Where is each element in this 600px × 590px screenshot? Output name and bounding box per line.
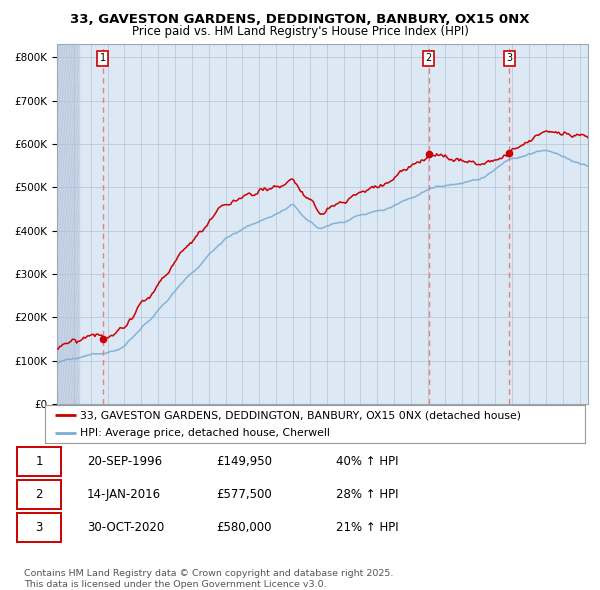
Text: 40% ↑ HPI: 40% ↑ HPI [336, 454, 398, 468]
Text: 3: 3 [35, 520, 43, 534]
Text: 2: 2 [35, 487, 43, 501]
FancyBboxPatch shape [17, 480, 61, 509]
Text: 21% ↑ HPI: 21% ↑ HPI [336, 520, 398, 534]
Text: £149,950: £149,950 [216, 454, 272, 468]
Text: HPI: Average price, detached house, Cherwell: HPI: Average price, detached house, Cher… [80, 428, 330, 438]
FancyBboxPatch shape [17, 447, 61, 476]
Text: 1: 1 [35, 454, 43, 468]
Text: Price paid vs. HM Land Registry's House Price Index (HPI): Price paid vs. HM Land Registry's House … [131, 25, 469, 38]
Text: 33, GAVESTON GARDENS, DEDDINGTON, BANBURY, OX15 0NX: 33, GAVESTON GARDENS, DEDDINGTON, BANBUR… [70, 13, 530, 26]
Text: 2: 2 [425, 53, 431, 63]
Text: 3: 3 [506, 53, 512, 63]
Text: £577,500: £577,500 [216, 487, 272, 501]
Text: £580,000: £580,000 [216, 520, 271, 534]
Text: 28% ↑ HPI: 28% ↑ HPI [336, 487, 398, 501]
Text: 20-SEP-1996: 20-SEP-1996 [87, 454, 162, 468]
Polygon shape [57, 44, 79, 404]
Text: 33, GAVESTON GARDENS, DEDDINGTON, BANBURY, OX15 0NX (detached house): 33, GAVESTON GARDENS, DEDDINGTON, BANBUR… [80, 411, 521, 420]
Text: Contains HM Land Registry data © Crown copyright and database right 2025.
This d: Contains HM Land Registry data © Crown c… [24, 569, 394, 589]
Text: 30-OCT-2020: 30-OCT-2020 [87, 520, 164, 534]
Text: 14-JAN-2016: 14-JAN-2016 [87, 487, 161, 501]
FancyBboxPatch shape [17, 513, 61, 542]
Text: 1: 1 [100, 53, 106, 63]
